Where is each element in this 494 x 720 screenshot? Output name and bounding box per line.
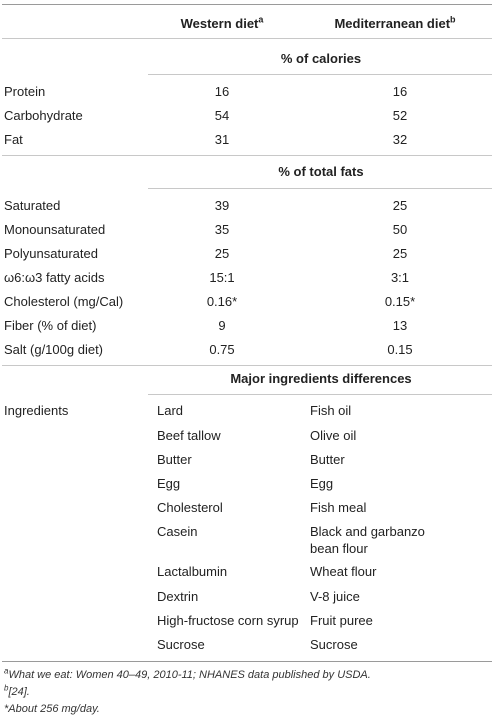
mediterranean-ingredient: V-8 juice <box>310 589 360 604</box>
western-value: 25 <box>214 246 230 261</box>
western-value: 0.16* <box>206 294 238 309</box>
row-label: Saturated <box>4 198 61 213</box>
row-label: Ingredients <box>4 403 69 418</box>
mediterranean-value: 52 <box>392 108 408 123</box>
mediterranean-ingredient: Fruit puree <box>310 613 373 628</box>
row-label: Salt (g/100g diet) <box>4 342 104 357</box>
section-rule-ingredients <box>148 394 492 395</box>
mediterranean-ingredient: Fish oil <box>310 403 352 418</box>
footnote-star: *About 256 mg/day. <box>4 703 100 715</box>
row-label: Carbohydrate <box>4 108 83 123</box>
mediterranean-value: 25 <box>392 246 408 261</box>
row-rule <box>2 155 492 156</box>
table-bottom-rule <box>2 661 492 662</box>
mediterranean-value: 25 <box>392 198 408 213</box>
column-header-western: Western dieta <box>180 14 264 31</box>
western-value: 54 <box>214 108 230 123</box>
western-ingredient: Egg <box>157 476 181 491</box>
footnote-b: b[24]. <box>4 683 30 698</box>
section-rule-fats <box>148 188 492 189</box>
mediterranean-value: 13 <box>392 318 408 333</box>
mediterranean-ingredient: Egg <box>310 476 334 491</box>
western-ingredient: Lactalbumin <box>157 564 228 579</box>
row-label: Protein <box>4 84 46 99</box>
western-value: 9 <box>218 318 226 333</box>
mediterranean-ingredient-continued: bean flour <box>310 541 368 556</box>
western-ingredient: High-fructose corn syrup <box>157 613 299 628</box>
section-header-fats: % of total fats <box>278 164 364 179</box>
mediterranean-ingredient: Fish meal <box>310 500 367 515</box>
mediterranean-value: 50 <box>392 222 408 237</box>
western-ingredient: Cholesterol <box>157 500 223 515</box>
row-label: ω6:ω3 fatty acids <box>4 270 105 285</box>
western-ingredient: Dextrin <box>157 589 199 604</box>
column-header-mediterranean: Mediterranean dietb <box>334 14 456 31</box>
western-value: 0.75 <box>209 342 235 357</box>
header-rule <box>2 38 492 39</box>
western-value: 35 <box>214 222 230 237</box>
western-value: 16 <box>214 84 230 99</box>
row-rule <box>2 365 492 366</box>
row-label: Fat <box>4 132 23 147</box>
mediterranean-value: 3:1 <box>390 270 410 285</box>
western-value: 31 <box>214 132 230 147</box>
western-ingredient: Sucrose <box>157 637 205 652</box>
table-top-rule <box>2 4 492 5</box>
mediterranean-value: 0.15* <box>384 294 416 309</box>
western-value: 15:1 <box>209 270 235 285</box>
western-ingredient: Casein <box>157 524 198 539</box>
western-ingredient: Lard <box>157 403 184 418</box>
mediterranean-ingredient: Olive oil <box>310 428 357 443</box>
western-value: 39 <box>214 198 230 213</box>
western-ingredient: Butter <box>157 452 192 467</box>
footnote-a: aWhat we eat: Women 40–49, 2010-11; NHAN… <box>4 666 371 681</box>
row-label: Fiber (% of diet) <box>4 318 97 333</box>
section-header-calories: % of calories <box>280 51 362 66</box>
row-label: Polyunsaturated <box>4 246 98 261</box>
mediterranean-value: 0.15 <box>387 342 413 357</box>
mediterranean-ingredient: Black and garbanzo <box>310 524 425 539</box>
mediterranean-ingredient: Wheat flour <box>310 564 377 579</box>
western-ingredient: Beef tallow <box>157 428 221 443</box>
section-rule-calories <box>148 74 492 75</box>
row-label: Monounsaturated <box>4 222 106 237</box>
row-label: Cholesterol (mg/Cal) <box>4 294 124 309</box>
mediterranean-value: 32 <box>392 132 408 147</box>
mediterranean-ingredient: Sucrose <box>310 637 358 652</box>
section-header-ingredients: Major ingredients differences <box>230 371 412 386</box>
mediterranean-value: 16 <box>392 84 408 99</box>
mediterranean-ingredient: Butter <box>310 452 345 467</box>
